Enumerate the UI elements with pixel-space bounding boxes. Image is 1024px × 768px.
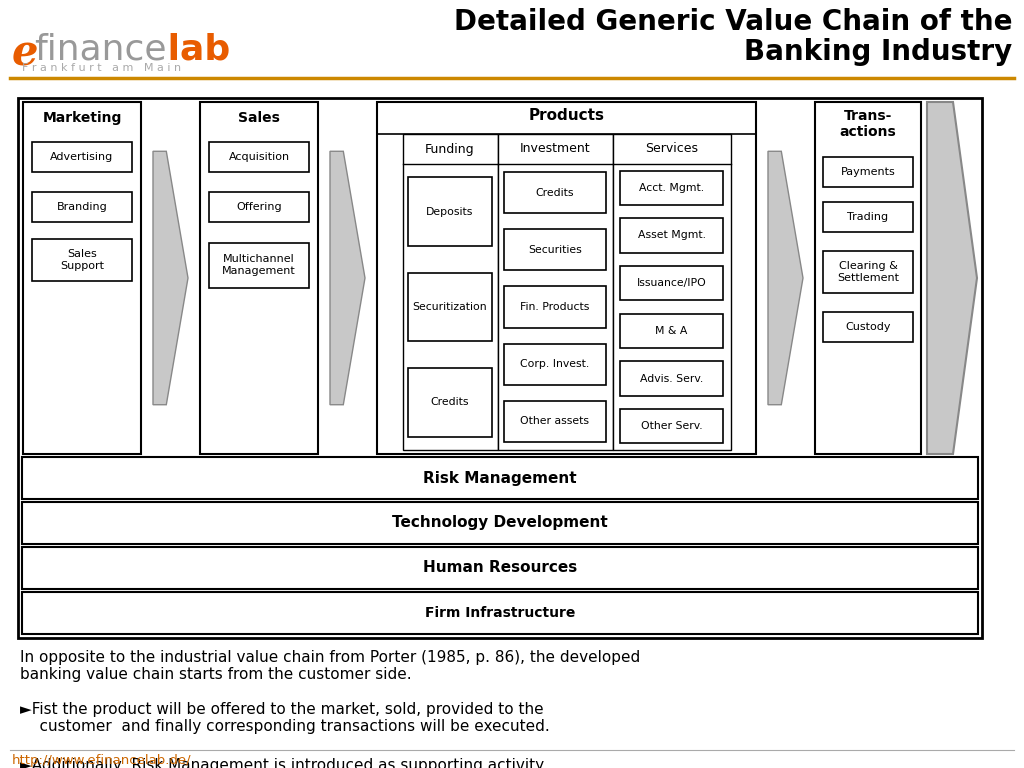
Bar — [620, 361, 723, 396]
Text: Services: Services — [645, 143, 698, 155]
Text: Other assets: Other assets — [520, 416, 590, 426]
Bar — [498, 134, 612, 450]
Bar — [620, 170, 723, 205]
Text: Offering: Offering — [237, 202, 282, 212]
Bar — [409, 368, 492, 437]
Bar — [23, 102, 141, 454]
Bar — [505, 286, 605, 328]
Text: Banking Industry: Banking Industry — [743, 38, 1012, 66]
Bar — [22, 502, 978, 544]
Text: Payments: Payments — [841, 167, 895, 177]
Text: http://www.efinancelab.de/: http://www.efinancelab.de/ — [12, 754, 191, 767]
Bar — [505, 172, 605, 214]
Text: Securities: Securities — [528, 245, 582, 255]
Text: Firm Infrastructure: Firm Infrastructure — [425, 606, 575, 620]
Text: Detailed Generic Value Chain of the: Detailed Generic Value Chain of the — [454, 8, 1012, 36]
Bar — [210, 243, 308, 287]
Bar — [612, 134, 730, 450]
Polygon shape — [153, 151, 188, 405]
Bar — [402, 134, 498, 450]
Text: ►Fist the product will be offered to the market, sold, provided to the
    custo: ►Fist the product will be offered to the… — [20, 702, 550, 734]
Text: Branding: Branding — [56, 202, 108, 212]
Bar — [200, 102, 318, 454]
Text: Funding: Funding — [425, 143, 475, 155]
Text: Securitization: Securitization — [413, 302, 487, 312]
Text: Custody: Custody — [845, 322, 891, 332]
Text: Clearing &
Settlement: Clearing & Settlement — [837, 261, 899, 283]
Text: Credits: Credits — [431, 397, 469, 407]
Bar — [409, 177, 492, 246]
Text: Deposits: Deposits — [426, 207, 474, 217]
Text: Multichannel
Management: Multichannel Management — [222, 254, 296, 276]
Bar — [823, 157, 912, 187]
Text: Sales
Support: Sales Support — [60, 249, 104, 271]
Bar — [210, 142, 308, 172]
Text: lab: lab — [155, 33, 230, 67]
Text: Fin. Products: Fin. Products — [520, 302, 590, 312]
Text: Acquisition: Acquisition — [228, 152, 290, 162]
Bar — [210, 192, 308, 222]
Bar — [620, 313, 723, 348]
Text: Products: Products — [528, 108, 604, 124]
Bar — [505, 229, 605, 270]
Text: F r a n k f u r t   a m   M a i n: F r a n k f u r t a m M a i n — [22, 63, 181, 73]
Bar — [22, 457, 978, 499]
Text: Credits: Credits — [536, 187, 574, 197]
Bar — [505, 401, 605, 442]
Bar — [33, 239, 131, 281]
Text: Risk Management: Risk Management — [423, 471, 577, 485]
Bar — [22, 592, 978, 634]
Bar — [505, 343, 605, 385]
Text: Asset Mgmt.: Asset Mgmt. — [638, 230, 706, 240]
Bar — [823, 202, 912, 232]
Bar — [620, 409, 723, 443]
Text: Trading: Trading — [848, 212, 889, 222]
Text: Other Serv.: Other Serv. — [641, 421, 702, 431]
Text: e: e — [12, 33, 39, 75]
Bar — [409, 273, 492, 341]
Polygon shape — [927, 102, 977, 454]
Polygon shape — [768, 151, 803, 405]
Text: Advertising: Advertising — [50, 152, 114, 162]
Text: Acct. Mgmt.: Acct. Mgmt. — [639, 183, 705, 193]
Bar — [33, 142, 131, 172]
Bar — [18, 98, 982, 638]
Text: ►Additionally, Risk Management is introduced as supporting activity.: ►Additionally, Risk Management is introd… — [20, 758, 547, 768]
Bar — [33, 192, 131, 222]
Text: Issuance/IPO: Issuance/IPO — [637, 278, 707, 288]
Bar — [377, 102, 756, 454]
Text: Corp. Invest.: Corp. Invest. — [520, 359, 590, 369]
Text: Trans-
actions: Trans- actions — [840, 109, 896, 139]
Polygon shape — [330, 151, 365, 405]
Bar — [22, 547, 978, 589]
Text: Marketing: Marketing — [42, 111, 122, 125]
Text: M & A: M & A — [655, 326, 688, 336]
Text: Human Resources: Human Resources — [423, 561, 578, 575]
Bar — [815, 102, 921, 454]
Text: In opposite to the industrial value chain from Porter (1985, p. 86), the develop: In opposite to the industrial value chai… — [20, 650, 640, 683]
Bar — [823, 312, 912, 342]
Text: finance: finance — [34, 33, 167, 67]
Bar — [823, 251, 912, 293]
Text: Sales: Sales — [238, 111, 280, 125]
Text: Technology Development: Technology Development — [392, 515, 608, 531]
Text: Investment: Investment — [520, 143, 590, 155]
Bar — [620, 218, 723, 253]
Text: Advis. Serv.: Advis. Serv. — [640, 373, 703, 383]
Bar — [620, 266, 723, 300]
